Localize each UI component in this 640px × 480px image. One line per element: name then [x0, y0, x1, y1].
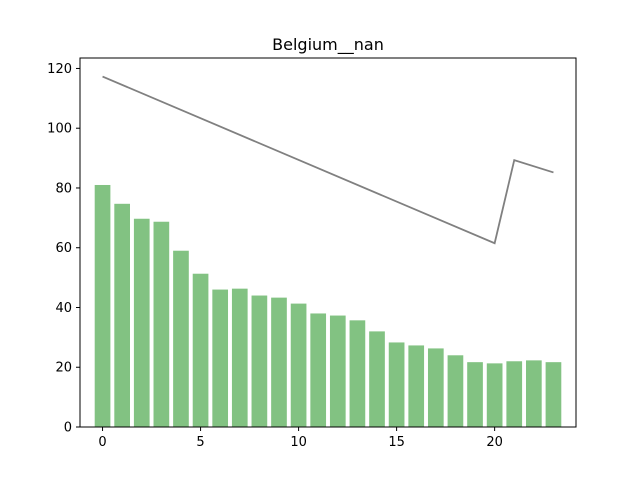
series-line-1 [102, 75, 554, 245]
lines-group [102, 75, 554, 245]
axes-group: 0 5 10 15 20 0 20 40 60 80 100 120 [47, 57, 577, 450]
y-tick-label-20: 20 [55, 361, 72, 376]
bars-group [94, 184, 562, 427]
bar-19 [467, 362, 483, 427]
bar-2 [133, 218, 150, 427]
bar-10 [290, 303, 307, 427]
y-tick-label-40: 40 [55, 301, 72, 316]
bar-15 [388, 342, 405, 427]
bar-13 [349, 320, 366, 427]
x-tick-label-5: 5 [196, 435, 204, 450]
bar-5 [192, 273, 209, 427]
y-tick-label-60: 60 [55, 241, 72, 256]
bar-9 [271, 297, 287, 427]
bar-3 [153, 221, 170, 427]
bar-8 [251, 295, 268, 427]
y-tick-label-0: 0 [64, 421, 72, 436]
bar-14 [369, 331, 385, 427]
x-tick-label-15: 15 [388, 435, 405, 450]
y-tick-label-100: 100 [47, 122, 72, 137]
bar-20 [486, 363, 503, 427]
x-tick-label-10: 10 [290, 435, 307, 450]
x-tick-label-0: 0 [98, 435, 106, 450]
bar-21 [506, 361, 523, 427]
x-tick-label-20: 20 [486, 435, 503, 450]
bar-0 [94, 184, 111, 427]
plot-frame [79, 57, 577, 428]
bar-23 [545, 362, 562, 427]
y-tick-label-120: 120 [47, 62, 72, 77]
bar-11 [310, 313, 327, 427]
bar-4 [173, 250, 189, 427]
bar-12 [329, 315, 346, 427]
bar-7 [231, 288, 248, 427]
bar-16 [408, 345, 425, 427]
bar-1 [114, 203, 130, 427]
chart-title: Belgium__nan [272, 35, 384, 55]
bar-22 [526, 360, 542, 427]
bar-6 [212, 289, 229, 427]
y-tick-label-80: 80 [55, 181, 72, 196]
bar-18 [447, 355, 464, 427]
bar-17 [427, 348, 444, 427]
